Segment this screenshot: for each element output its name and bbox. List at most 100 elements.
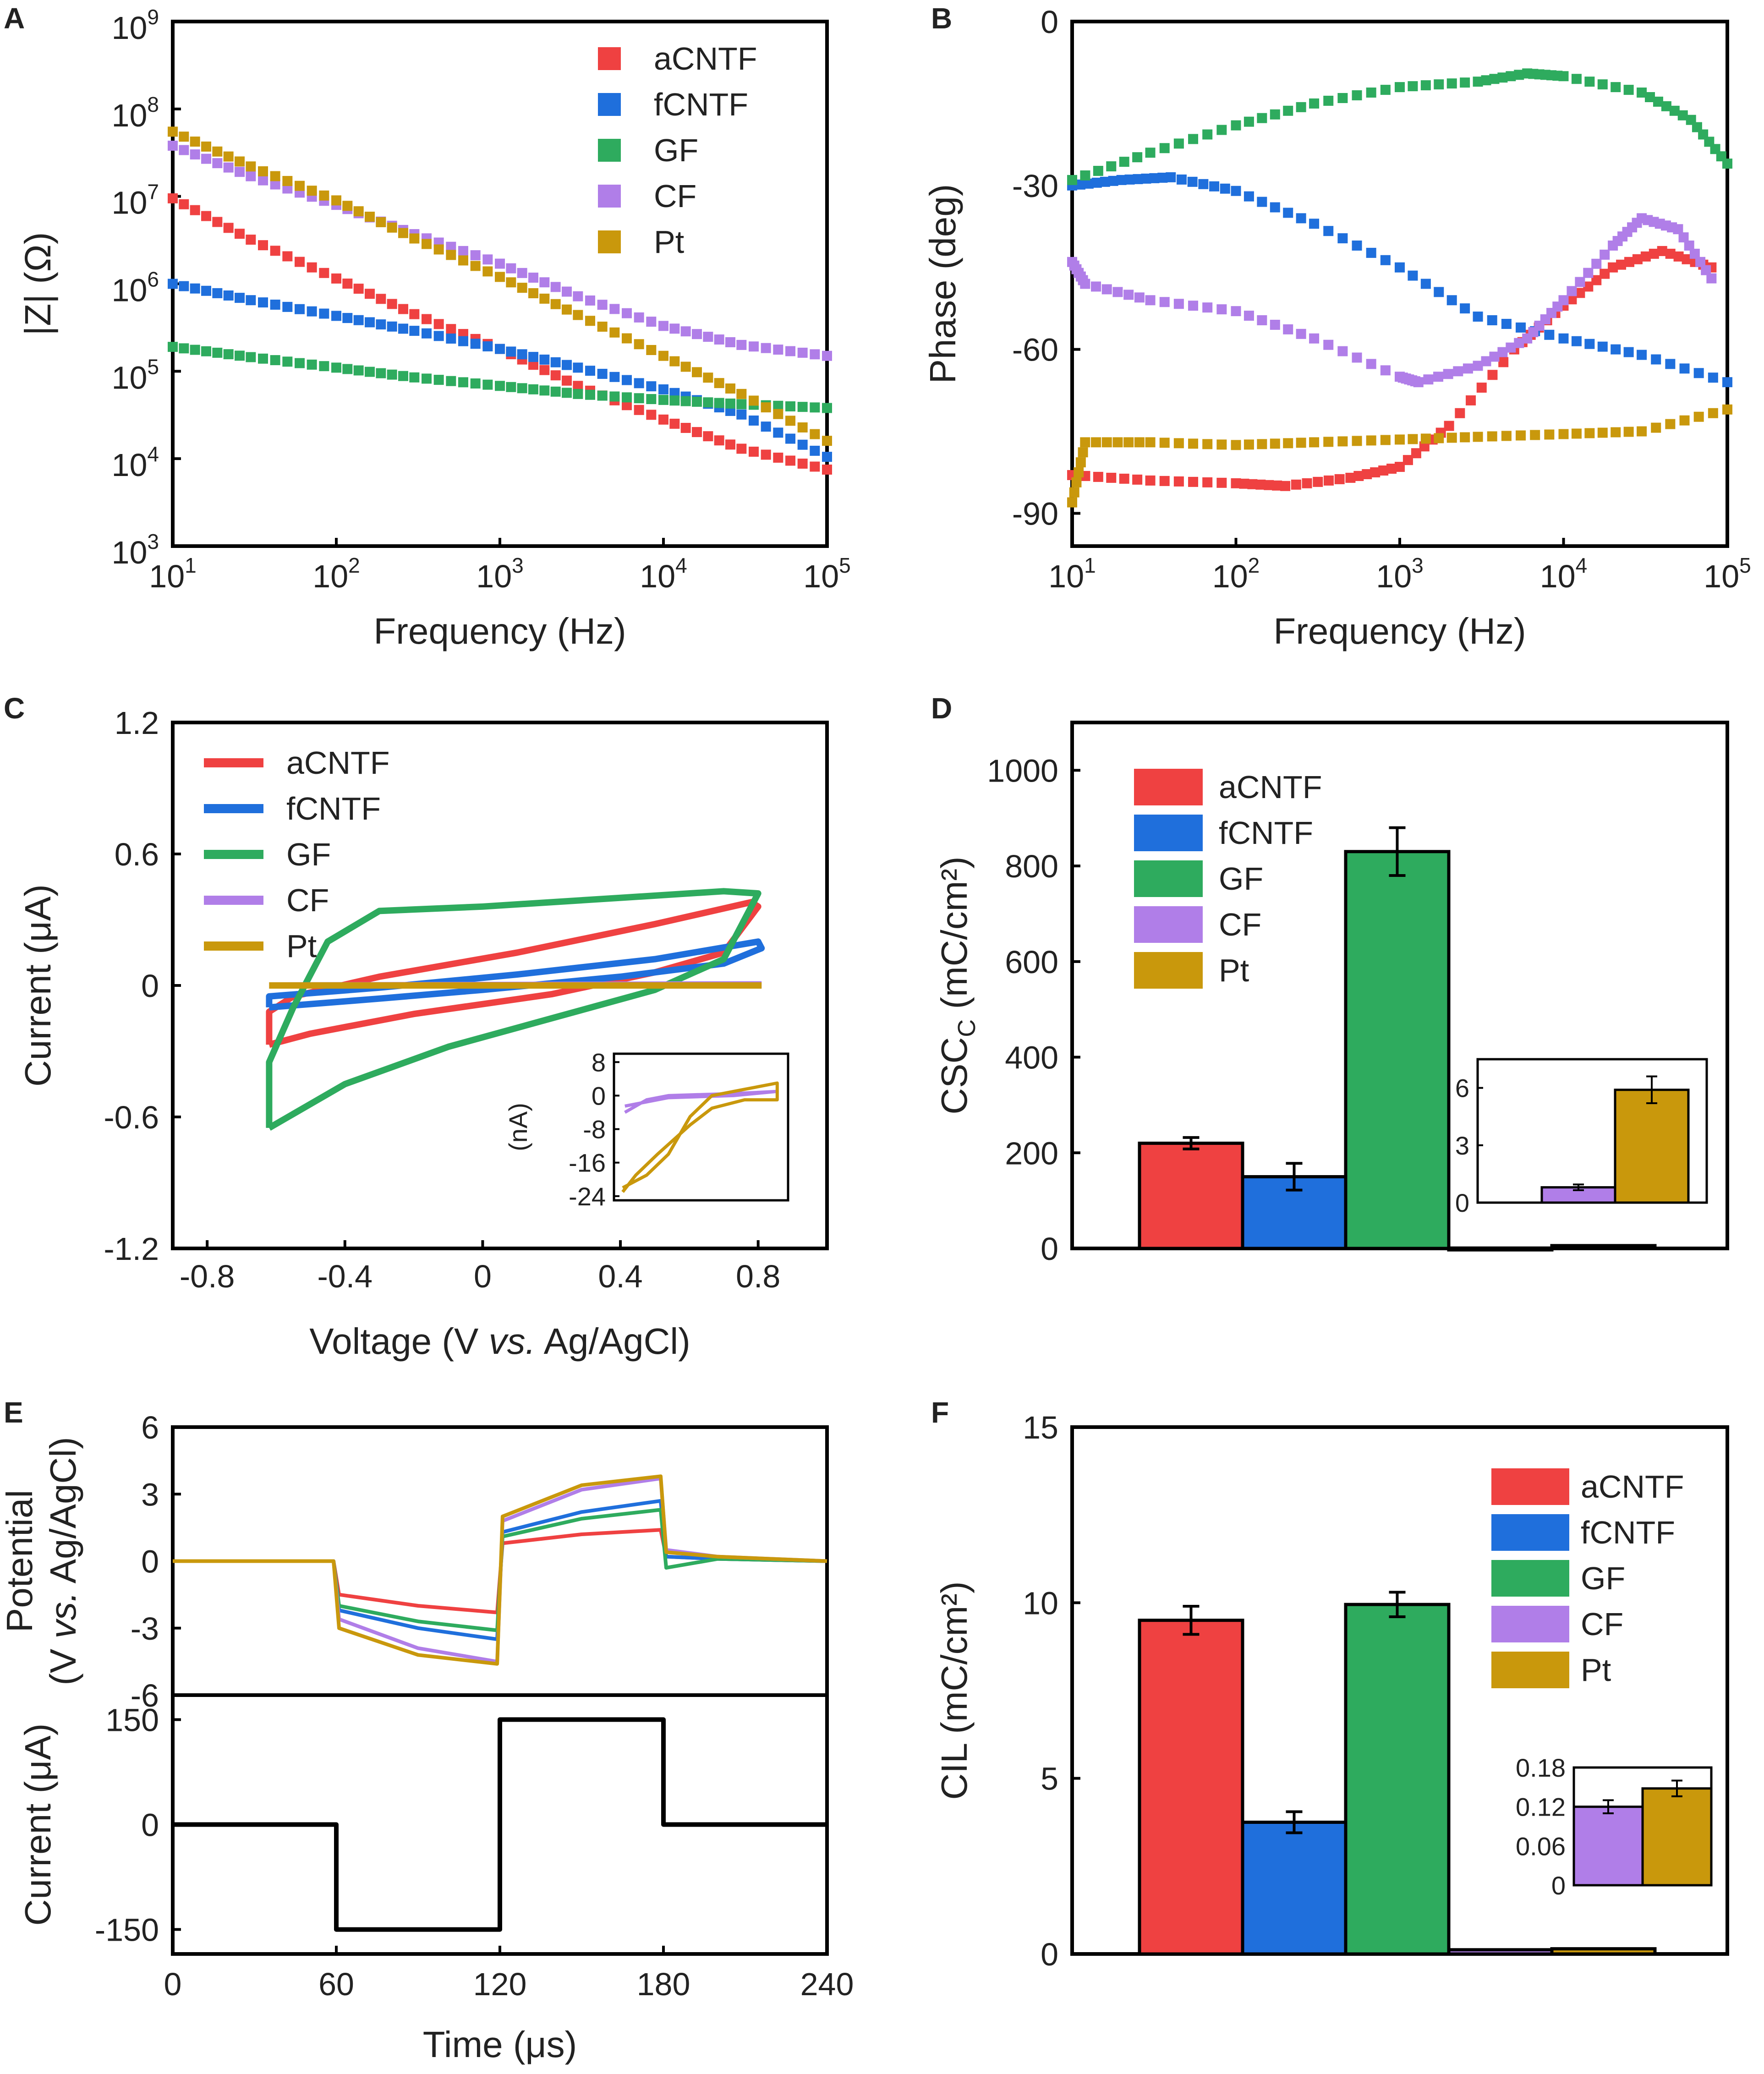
data-point — [1345, 472, 1356, 483]
data-point — [1395, 262, 1405, 273]
data-point — [1231, 120, 1241, 131]
data-point — [1616, 259, 1627, 270]
data-point — [1701, 265, 1711, 275]
data-point — [1665, 248, 1676, 259]
data-point — [822, 436, 832, 446]
data-point — [495, 258, 505, 269]
data-point — [1145, 437, 1156, 448]
data-point — [1501, 318, 1512, 329]
bar-fCNTF — [1241, 1821, 1348, 1956]
data-point — [1124, 174, 1135, 185]
data-point — [550, 357, 561, 367]
data-point — [1583, 268, 1594, 278]
data-point — [1608, 262, 1618, 273]
tick-exp: 4 — [1576, 553, 1588, 577]
data-point — [1649, 248, 1659, 259]
tick-base: 10 — [1540, 558, 1576, 594]
data-point — [714, 435, 724, 446]
data-point — [446, 241, 456, 252]
data-point — [482, 379, 493, 390]
data-point — [1506, 342, 1516, 353]
y-tick-label: 800 — [1005, 848, 1058, 884]
data-point — [1112, 437, 1123, 448]
data-point — [282, 301, 293, 312]
data-point — [585, 389, 595, 400]
data-point — [1665, 359, 1676, 369]
y-tick-label: -90 — [1012, 496, 1058, 531]
data-point — [470, 378, 481, 389]
tick-exp: 1 — [185, 553, 197, 577]
data-point — [703, 431, 713, 442]
data-point — [658, 350, 668, 361]
data-point — [810, 402, 820, 413]
legend-label: aCNTF — [286, 745, 390, 781]
data-point — [1173, 476, 1184, 487]
data-point — [1722, 404, 1732, 415]
bar-GF — [1344, 1603, 1451, 1956]
data-point — [1446, 78, 1457, 89]
data-point — [168, 193, 178, 203]
bar-GF — [1344, 850, 1451, 1250]
tick-exp: 3 — [512, 553, 524, 577]
data-point — [773, 409, 783, 419]
inset-y-tick-label: 0 — [1455, 1188, 1469, 1217]
data-point — [234, 293, 245, 303]
data-point — [270, 299, 280, 310]
panel-label: F — [931, 1396, 949, 1429]
x-tick-label: 0.4 — [598, 1259, 642, 1294]
data-point — [1380, 255, 1391, 265]
data-point — [1145, 295, 1156, 306]
y-tick-label: -3 — [131, 1611, 159, 1647]
data-point — [331, 311, 341, 321]
data-point — [1123, 437, 1134, 448]
data-point — [270, 355, 280, 366]
tick-base: 10 — [1704, 558, 1739, 594]
data-point — [1514, 70, 1524, 80]
data-point — [294, 181, 305, 191]
series-Pt — [173, 1474, 827, 1666]
data-point — [1651, 354, 1661, 365]
legend-label: aCNTF — [654, 41, 757, 77]
data-point — [1296, 102, 1306, 112]
data-point — [1078, 447, 1088, 458]
data-point — [1567, 294, 1577, 305]
data-point — [539, 293, 550, 304]
data-point — [458, 255, 468, 266]
data-point — [1623, 85, 1634, 95]
data-point — [1661, 101, 1671, 111]
data-point — [1257, 197, 1267, 207]
data-point — [294, 257, 305, 267]
inset-bar-CF — [1572, 1806, 1644, 1887]
inset-series-Pt — [621, 1081, 779, 1193]
legend-label: fCNTF — [1581, 1515, 1675, 1550]
data-point — [1093, 166, 1103, 176]
data-point — [561, 286, 572, 297]
data-point — [398, 228, 408, 238]
data-point — [1323, 437, 1334, 447]
tick-base: 10 — [476, 558, 512, 594]
data-point — [1296, 438, 1306, 448]
tick-base: 10 — [112, 185, 148, 221]
data-point — [201, 153, 211, 164]
data-point — [1623, 347, 1634, 357]
data-point — [680, 423, 691, 433]
data-point — [1133, 174, 1143, 184]
legend-label: Pt — [654, 224, 684, 260]
y-tick-label: 107 — [112, 180, 159, 221]
x-tick-label: 120 — [473, 1966, 527, 2002]
data-point — [1244, 439, 1254, 450]
tick-base: 10 — [112, 273, 148, 308]
inset-bar-Pt — [1641, 1787, 1713, 1887]
data-point — [342, 201, 353, 211]
label-part: (mC/cm²) — [934, 856, 975, 1019]
legend-label: GF — [1219, 861, 1263, 897]
data-point — [190, 137, 200, 147]
series-current — [173, 1717, 827, 1932]
data-point — [387, 299, 397, 309]
tick-base: 10 — [112, 447, 148, 483]
y-axis-label: Current (μA) — [17, 884, 58, 1087]
x-tick-label: 104 — [1540, 553, 1587, 594]
data-point — [1684, 241, 1694, 251]
data-point — [528, 273, 538, 283]
data-point — [458, 377, 468, 388]
